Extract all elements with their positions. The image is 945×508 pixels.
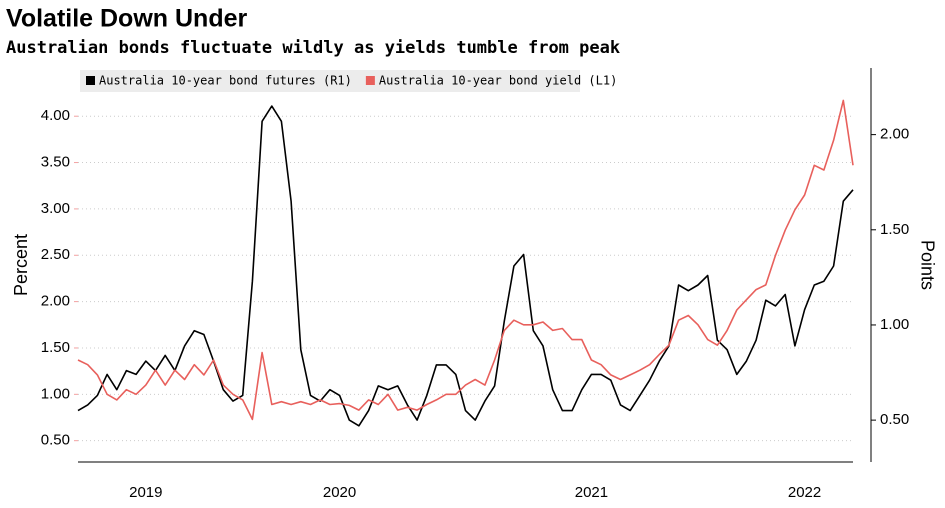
x-tick-label: 2022	[788, 484, 821, 501]
chart-subtitle: Australian bonds fluctuate wildly as yie…	[6, 38, 620, 58]
y-tick-label: 2.00	[41, 293, 70, 310]
y2-tick-label: 0.50	[880, 411, 909, 428]
y-tick-label: 3.00	[41, 200, 70, 217]
y2-axis-label: Points	[917, 240, 937, 290]
legend-swatch	[365, 76, 375, 85]
y2-tick-label: 1.00	[880, 316, 909, 333]
y-tick-label: 1.00	[41, 385, 70, 402]
y-axis-label: Percent	[11, 234, 31, 296]
y-tick-label: 1.50	[41, 339, 70, 356]
y-tick-label: 4.00	[41, 107, 70, 124]
y-tick-label: 3.50	[41, 154, 70, 171]
x-tick-label: 2021	[575, 484, 608, 501]
y-tick-label: 2.50	[41, 246, 70, 263]
y2-tick-label: 2.00	[880, 126, 909, 143]
legend-swatch	[86, 76, 95, 85]
legend-label: Australia 10-year bond futures (R1)	[99, 74, 352, 88]
x-tick-label: 2019	[129, 484, 162, 501]
y-tick-label: 0.50	[41, 432, 70, 449]
legend-label: Australia 10-year bond yield (L1)	[379, 74, 617, 88]
x-tick-label: 2020	[323, 484, 356, 501]
series-line	[77, 105, 854, 427]
legend-box	[80, 70, 580, 92]
chart-title: Volatile Down Under	[6, 5, 247, 33]
series-line	[77, 99, 854, 421]
y2-tick-label: 1.50	[880, 221, 909, 238]
